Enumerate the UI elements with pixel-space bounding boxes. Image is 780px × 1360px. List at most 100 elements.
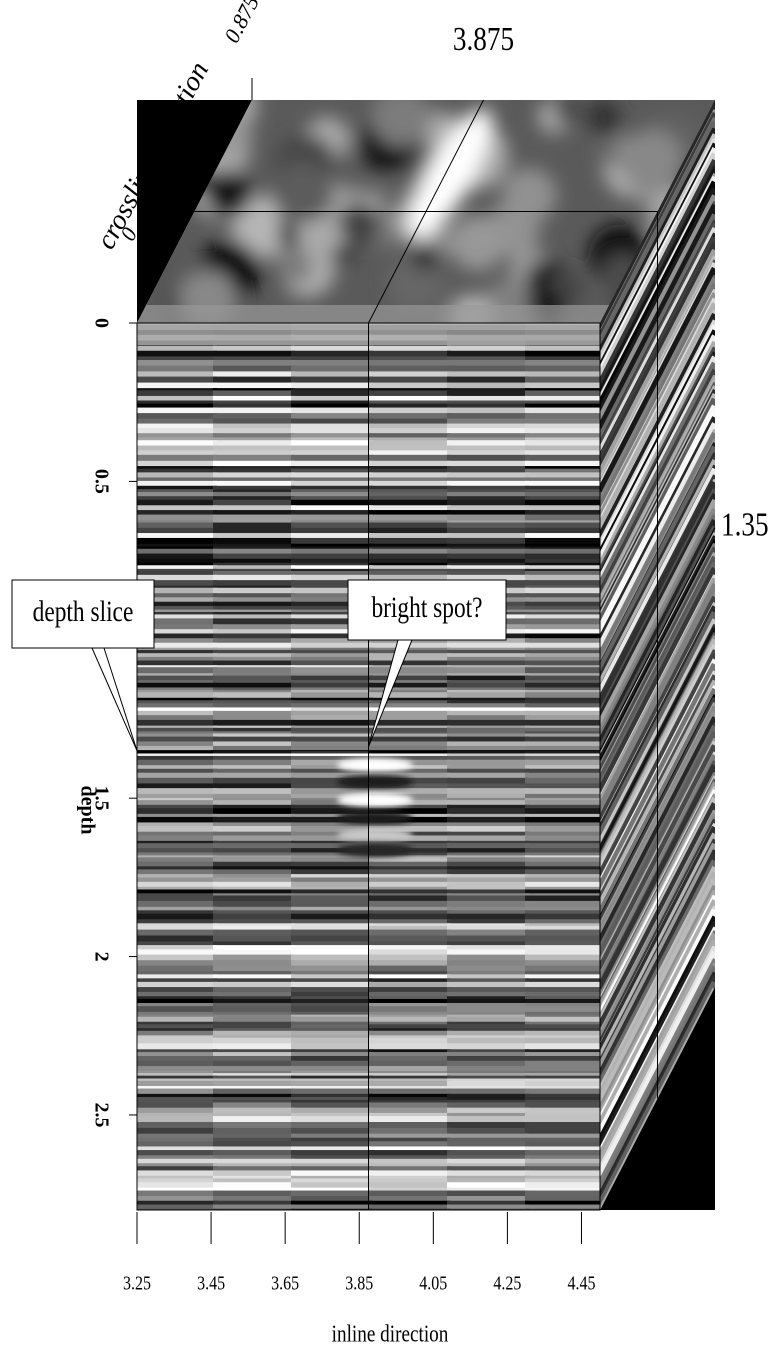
texture: [291, 510, 373, 515]
texture: [291, 1017, 373, 1022]
texture: [291, 360, 373, 366]
texture: [213, 955, 295, 961]
texture: [213, 914, 295, 920]
texture: [525, 728, 607, 732]
texture: [291, 408, 373, 414]
texture: [369, 383, 451, 389]
texture: [369, 1081, 451, 1087]
texture: [135, 992, 217, 997]
texture: [447, 533, 529, 538]
texture: [447, 667, 529, 673]
texture: [369, 424, 451, 429]
texture: [447, 769, 529, 773]
texture: [525, 1081, 607, 1087]
texture: [525, 720, 607, 726]
texture: [213, 843, 295, 848]
texture: [291, 1006, 373, 1012]
texture: [213, 1128, 295, 1134]
texture: [525, 949, 607, 955]
texture: [447, 1043, 529, 1049]
texture: [369, 1056, 451, 1061]
y-tick-label: 1.5: [90, 786, 112, 811]
texture: [291, 450, 373, 455]
texture: [291, 371, 373, 377]
texture: [213, 857, 295, 862]
texture: [291, 356, 373, 360]
texture: [135, 935, 217, 941]
texture: [447, 1196, 529, 1201]
texture: [213, 734, 295, 738]
texture: [213, 853, 295, 856]
texture: [272, 162, 333, 223]
texture: [525, 703, 607, 708]
texture: [213, 1166, 295, 1171]
texture: [135, 538, 217, 544]
texture: [135, 408, 217, 414]
texture: [525, 424, 607, 429]
texture: [135, 667, 217, 673]
texture: [213, 1061, 295, 1067]
texture: [447, 814, 529, 818]
texture: [525, 643, 607, 648]
texture: [525, 1017, 607, 1022]
texture: [369, 377, 451, 383]
texture: [525, 1066, 607, 1071]
texture: [213, 408, 295, 414]
texture: [447, 874, 529, 878]
texture: [291, 737, 373, 742]
texture: [447, 987, 529, 992]
texture: [135, 1031, 217, 1036]
texture: [587, 100, 621, 134]
texture: [213, 1017, 295, 1022]
texture: [291, 930, 373, 936]
texture: [213, 783, 295, 788]
texture: [213, 565, 295, 569]
texture: [291, 505, 373, 510]
texture: [525, 974, 607, 978]
texture: [447, 486, 529, 490]
texture: [135, 914, 217, 920]
texture: [525, 419, 607, 424]
texture: [525, 1182, 607, 1188]
texture: [525, 351, 607, 357]
texture: [291, 945, 373, 950]
texture: [135, 769, 217, 773]
texture: [525, 1056, 607, 1061]
texture: [213, 588, 295, 594]
texture: [525, 817, 607, 823]
texture: [213, 896, 295, 902]
texture: [213, 1122, 295, 1128]
texture: [291, 889, 373, 893]
texture: [213, 794, 295, 799]
texture: [447, 1138, 529, 1142]
texture: [291, 500, 373, 506]
inline-slice-label: 3.875: [453, 20, 514, 58]
texture: [291, 866, 373, 870]
texture: [447, 794, 529, 799]
texture: [213, 523, 295, 529]
texture: [447, 1205, 529, 1210]
texture: [291, 1066, 373, 1071]
texture: [213, 1150, 295, 1156]
texture: [525, 1205, 607, 1210]
texture: [447, 930, 529, 936]
texture: [447, 817, 529, 823]
texture: [213, 554, 295, 560]
texture: [213, 882, 295, 887]
texture: [135, 817, 217, 823]
texture: [135, 683, 217, 688]
texture: [369, 408, 451, 414]
texture: [291, 955, 373, 961]
texture: [213, 433, 295, 438]
texture: [213, 505, 295, 510]
texture: [291, 992, 373, 997]
texture: [291, 424, 373, 429]
texture: [213, 711, 295, 716]
texture: [447, 571, 529, 575]
texture: [213, 919, 295, 924]
texture: [447, 1031, 529, 1036]
texture: [369, 935, 451, 941]
texture: [135, 571, 217, 575]
texture: [213, 1163, 295, 1166]
texture: [369, 371, 451, 377]
